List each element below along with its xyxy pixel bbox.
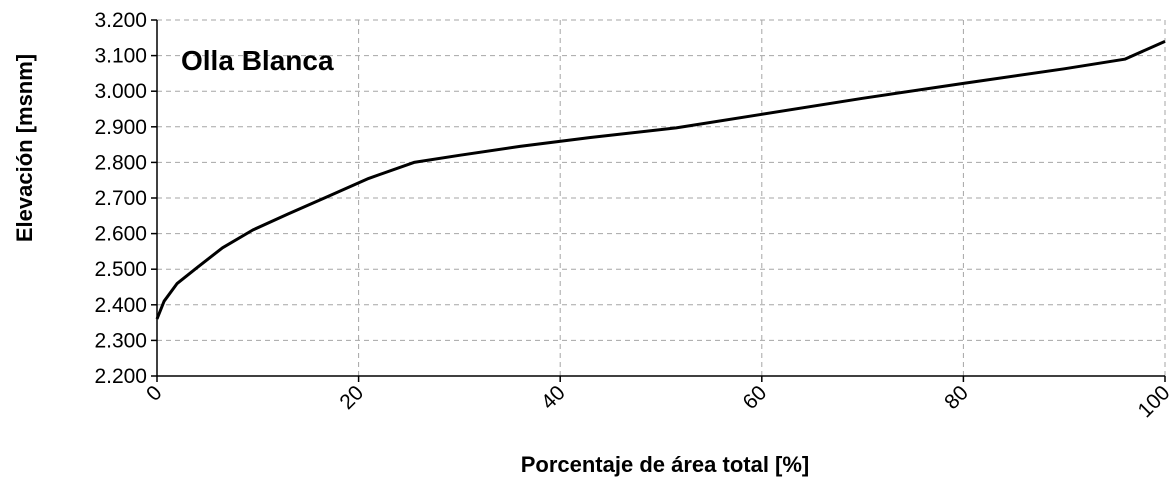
y-tick-label: 3.200: [94, 9, 147, 32]
series: [155, 40, 1166, 320]
y-tick-label: 2.900: [94, 116, 147, 139]
ticks: 2.200 2.300 2.400 2.500 2.600 2.700 2.800 2.900…: [94, 9, 1174, 422]
y-tick-label: 2.700: [94, 187, 147, 210]
y-tick-label: 2.200: [94, 365, 147, 388]
x-tick-label: 20: [335, 381, 368, 414]
y-tick-label: 2.300: [94, 329, 147, 352]
y-axis-title: Elevación [msnm]: [12, 54, 37, 242]
chart-title: Olla Blanca: [181, 45, 334, 76]
grid: [157, 19, 1166, 376]
y-tick-label: 3.100: [94, 45, 147, 68]
y-tick-label: 3.000: [94, 80, 147, 103]
x-tick-label: 60: [739, 381, 772, 414]
y-tick-label: 2.400: [94, 294, 147, 317]
series-line: [155, 40, 1166, 320]
y-tick-label: 2.500: [94, 258, 147, 281]
x-tick-label: 40: [537, 381, 570, 414]
x-axis-title: Porcentaje de área total [%]: [521, 452, 810, 477]
x-tick-label: 0: [142, 381, 167, 406]
y-tick-label: 2.800: [94, 151, 147, 174]
x-tick-label: 100: [1133, 381, 1174, 422]
y-tick-label: 2.600: [94, 223, 147, 246]
x-tick-label: 80: [940, 381, 973, 414]
